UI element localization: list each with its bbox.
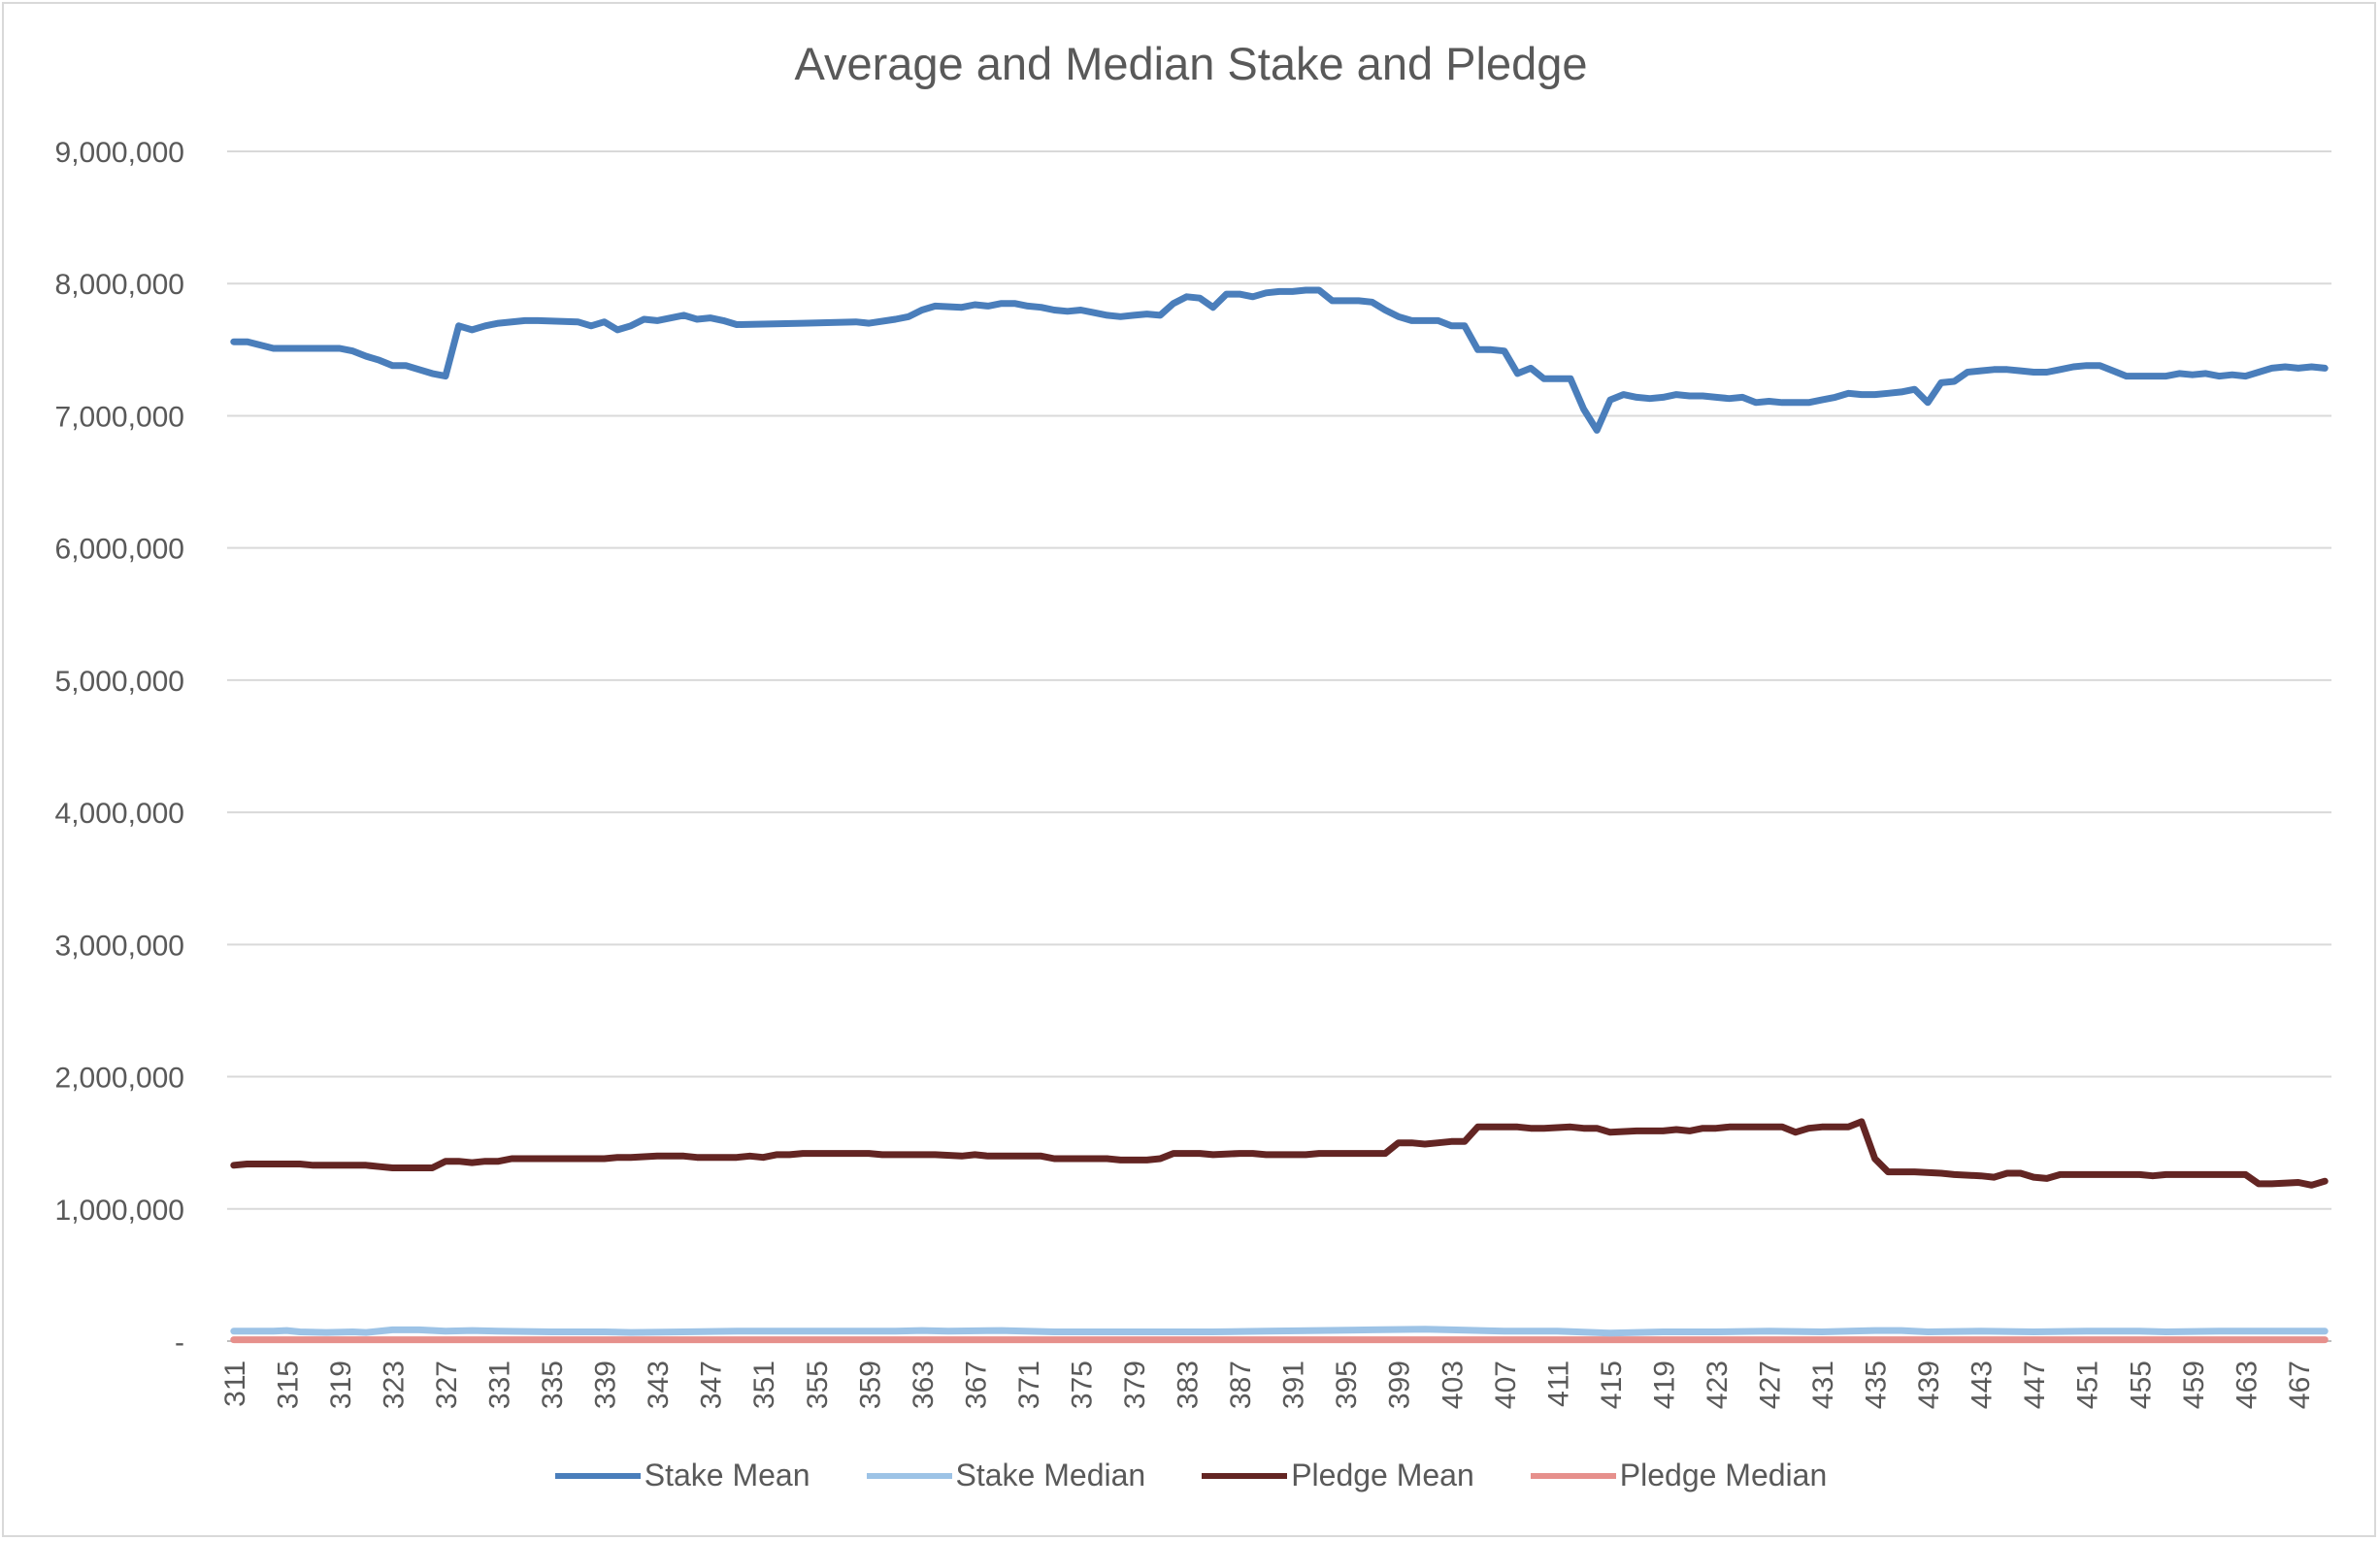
legend-swatch	[1530, 1472, 1616, 1479]
x-tick-label: 367	[960, 1361, 992, 1409]
x-tick-label: 443	[1967, 1361, 1999, 1409]
y-tick-label: 8,000,000	[55, 269, 184, 301]
x-tick-label: 371	[1013, 1361, 1045, 1409]
chart-svg: - 1,000,000 2,000,000 3,000,000 4,000,000 5,0…	[55, 137, 2331, 1409]
x-tick-label: 423	[1702, 1361, 1734, 1409]
series-lines	[230, 286, 2329, 1344]
legend-item: Stake Median	[866, 1458, 1146, 1493]
x-tick-label: 379	[1119, 1361, 1151, 1409]
x-tick-label: 355	[802, 1361, 834, 1409]
x-tick-label: 447	[2019, 1361, 2051, 1409]
y-tick-label: 4,000,000	[55, 798, 184, 830]
x-tick-label: 315	[272, 1361, 304, 1409]
x-tick-label: 383	[1173, 1361, 1205, 1409]
gridlines	[227, 150, 2331, 1342]
x-tick-label: 311	[219, 1361, 251, 1407]
legend-item: Stake Mean	[554, 1458, 810, 1493]
y-tick-label: 5,000,000	[55, 666, 184, 698]
x-tick-label: 351	[748, 1361, 780, 1409]
x-tick-label: 403	[1437, 1361, 1469, 1409]
legend-item: Pledge Mean	[1202, 1458, 1474, 1493]
x-tick-label: 459	[2178, 1361, 2210, 1409]
y-tick-label: 9,000,000	[55, 137, 184, 169]
chart-title: Average and Median Stake and Pledge	[794, 38, 1588, 89]
x-tick-label: 387	[1225, 1361, 1257, 1409]
x-tick-label: 359	[854, 1361, 886, 1409]
series-line-stake-median	[230, 1326, 2329, 1337]
x-tick-label: 375	[1066, 1361, 1098, 1409]
x-tick-label: 319	[325, 1361, 357, 1409]
x-tick-label: 411	[1542, 1361, 1574, 1407]
x-axis-ticks: 311 315 319 323 327 331 335 339 343 347 351 355 359 3…	[219, 1361, 2316, 1409]
series-line-pledge-mean	[230, 1118, 2329, 1189]
series-line-stake-mean	[230, 286, 2329, 434]
x-tick-label: 455	[2125, 1361, 2157, 1409]
legend-label: Pledge Mean	[1291, 1458, 1474, 1492]
y-tick-label: 3,000,000	[55, 930, 184, 962]
x-tick-label: 431	[1807, 1361, 1839, 1409]
x-tick-label: 467	[2284, 1361, 2316, 1409]
legend-item: Pledge Median	[1530, 1458, 1828, 1493]
x-tick-label: 339	[590, 1361, 622, 1409]
y-axis-ticks: - 1,000,000 2,000,000 3,000,000 4,000,000 5,0…	[55, 137, 184, 1359]
x-tick-label: 427	[1755, 1361, 1787, 1409]
legend-label: Stake Mean	[644, 1458, 810, 1492]
x-tick-label: 335	[537, 1361, 569, 1409]
x-tick-label: 323	[378, 1361, 410, 1409]
x-tick-label: 347	[696, 1361, 728, 1409]
x-tick-label: 435	[1861, 1361, 1893, 1409]
x-tick-label: 331	[484, 1361, 516, 1409]
legend-swatch	[866, 1472, 952, 1479]
x-tick-label: 395	[1331, 1361, 1363, 1409]
x-tick-label: 415	[1596, 1361, 1628, 1409]
x-tick-label: 363	[908, 1361, 940, 1409]
x-tick-label: 407	[1490, 1361, 1522, 1409]
y-tick-label: 7,000,000	[55, 401, 184, 433]
x-tick-label: 399	[1384, 1361, 1416, 1409]
y-tick-label: 2,000,000	[55, 1063, 184, 1095]
legend-swatch	[554, 1472, 641, 1479]
legend-swatch	[1202, 1472, 1288, 1479]
x-tick-label: 343	[643, 1361, 675, 1409]
y-tick-label: -	[175, 1327, 184, 1359]
legend: Stake Mean Stake Median Pledge Mean Pledge …	[4, 1458, 2378, 1493]
legend-label: Stake Median	[955, 1458, 1146, 1492]
x-tick-label: 327	[431, 1361, 463, 1409]
x-tick-label: 463	[2231, 1361, 2263, 1409]
y-tick-label: 6,000,000	[55, 534, 184, 566]
x-tick-label: 439	[1913, 1361, 1945, 1409]
x-tick-label: 391	[1278, 1361, 1310, 1409]
x-tick-label: 419	[1648, 1361, 1680, 1409]
x-tick-label: 451	[2072, 1361, 2104, 1409]
y-tick-label: 1,000,000	[55, 1195, 184, 1227]
legend-label: Pledge Median	[1619, 1458, 1828, 1492]
